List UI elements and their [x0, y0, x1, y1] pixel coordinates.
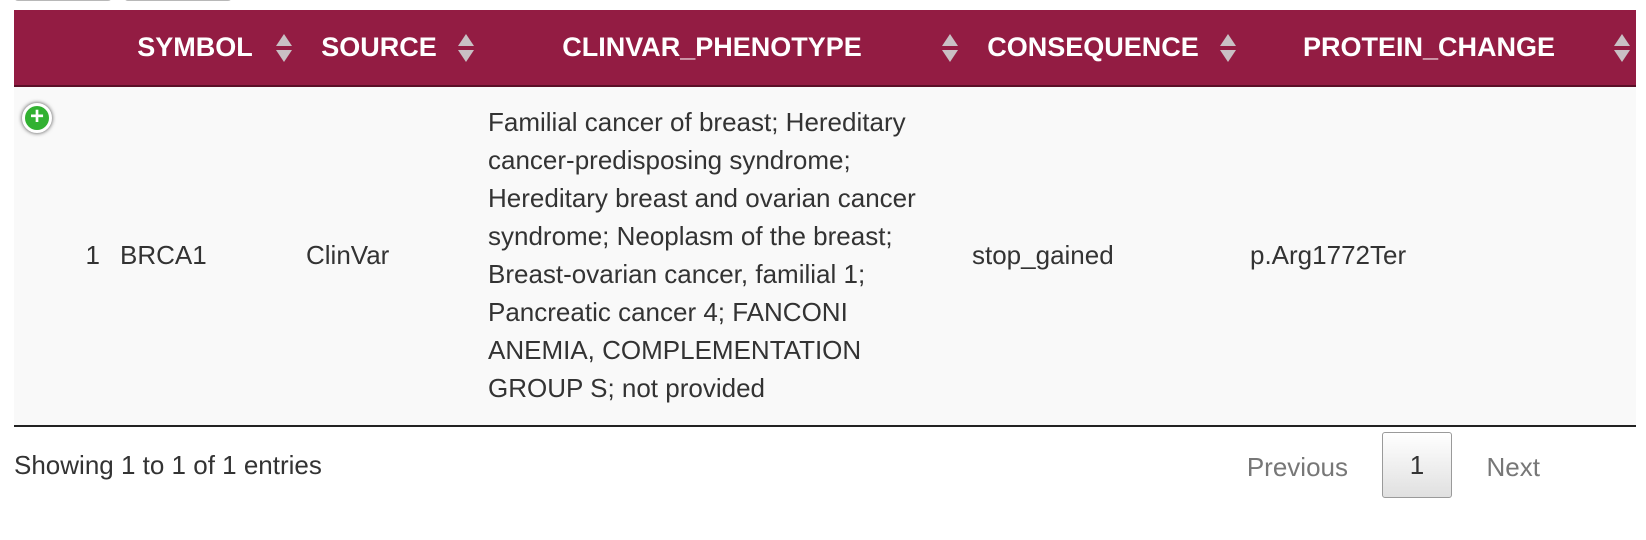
sort-both-icon	[1614, 33, 1630, 63]
export-button-partial-2[interactable]	[124, 0, 232, 1]
table-body: + 1 BRCA1 ClinVar Familial cancer of bre…	[14, 86, 1636, 427]
column-header-label: PROTEIN_CHANGE	[1302, 32, 1556, 62]
cell-protein-change: p.Arg1772Ter	[1242, 86, 1636, 427]
column-header-expand	[14, 10, 112, 87]
table-info: Showing 1 to 1 of 1 entries	[14, 450, 322, 480]
sort-both-icon	[942, 33, 958, 63]
column-header-label: CLINVAR_PHENOTYPE	[562, 32, 862, 62]
cell-symbol: BRCA1	[112, 86, 298, 427]
column-header-protein-change[interactable]: PROTEIN_CHANGE	[1242, 10, 1636, 87]
cell-clinvar-phenotype: Familial cancer of breast; Hereditary ca…	[480, 86, 964, 427]
previous-button[interactable]: Previous	[1246, 452, 1348, 482]
table-footer: Showing 1 to 1 of 1 entries Previous 1 N…	[14, 432, 1636, 502]
plus-circle-icon[interactable]: +	[22, 103, 52, 133]
sort-both-icon	[1220, 33, 1236, 63]
column-header-label: SYMBOL	[137, 32, 253, 62]
column-header-label: CONSEQUENCE	[987, 32, 1199, 62]
results-table-container: SYMBOL SOURCE CLINVAR_PHENOTYPE CONSEQUE…	[14, 10, 1636, 427]
row-index-cell: + 1	[14, 86, 112, 427]
sort-both-icon	[458, 33, 474, 63]
sort-both-icon	[276, 33, 292, 63]
column-header-label: SOURCE	[321, 32, 437, 62]
results-table: SYMBOL SOURCE CLINVAR_PHENOTYPE CONSEQUE…	[14, 10, 1636, 427]
page-button-current[interactable]: 1	[1382, 432, 1452, 498]
row-index: 1	[85, 240, 100, 270]
column-header-source[interactable]: SOURCE	[298, 10, 480, 87]
cell-source: ClinVar	[298, 86, 480, 427]
next-button[interactable]: Next	[1486, 452, 1540, 482]
cell-consequence: stop_gained	[964, 86, 1242, 427]
column-header-symbol[interactable]: SYMBOL	[112, 10, 298, 87]
column-header-consequence[interactable]: CONSEQUENCE	[964, 10, 1242, 87]
column-header-clinvar-phenotype[interactable]: CLINVAR_PHENOTYPE	[480, 10, 964, 87]
table-header: SYMBOL SOURCE CLINVAR_PHENOTYPE CONSEQUE…	[14, 10, 1636, 87]
export-button-partial[interactable]	[14, 0, 112, 1]
table-row: + 1 BRCA1 ClinVar Familial cancer of bre…	[14, 86, 1636, 427]
